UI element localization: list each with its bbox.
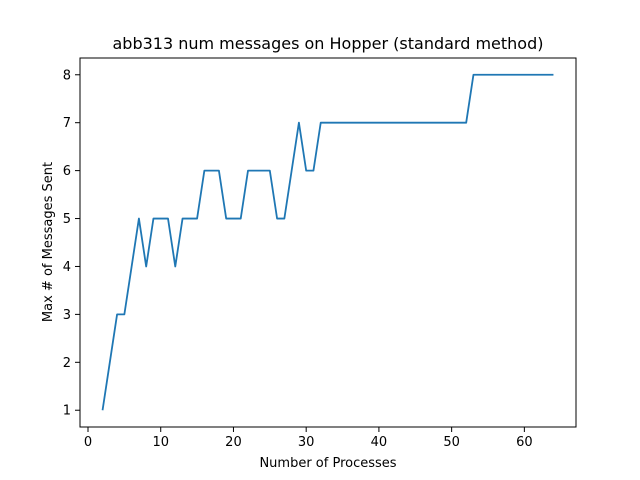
x-tick-label: 20 bbox=[225, 435, 242, 450]
y-tick-label: 7 bbox=[63, 116, 71, 131]
x-tick-label: 0 bbox=[84, 435, 92, 450]
y-tick-label: 5 bbox=[63, 212, 71, 227]
x-tick-label: 50 bbox=[443, 435, 460, 450]
y-tick-label: 3 bbox=[63, 308, 71, 323]
series-layer bbox=[101, 73, 554, 411]
y-tick-label: 8 bbox=[63, 68, 71, 83]
chart-title: abb313 num messages on Hopper (standard … bbox=[112, 34, 543, 53]
y-axis-label: Max # of Messages Sent bbox=[41, 162, 56, 322]
x-tick-label: 40 bbox=[371, 435, 388, 450]
y-axis: 1 2 3 4 5 6 7 8 bbox=[63, 68, 80, 419]
y-tick-label: 2 bbox=[63, 356, 71, 371]
x-axis-label: Number of Processes bbox=[259, 456, 396, 471]
series-line bbox=[101, 73, 554, 411]
y-tick-label: 6 bbox=[63, 164, 71, 179]
y-tick-label: 4 bbox=[63, 260, 71, 275]
y-tick-label: 1 bbox=[63, 404, 71, 419]
x-tick-label: 60 bbox=[516, 435, 533, 450]
x-tick-label: 10 bbox=[152, 435, 169, 450]
x-axis: 0 10 20 30 40 50 60 bbox=[84, 427, 533, 450]
x-tick-label: 30 bbox=[298, 435, 315, 450]
plot-area-frame bbox=[79, 57, 577, 428]
